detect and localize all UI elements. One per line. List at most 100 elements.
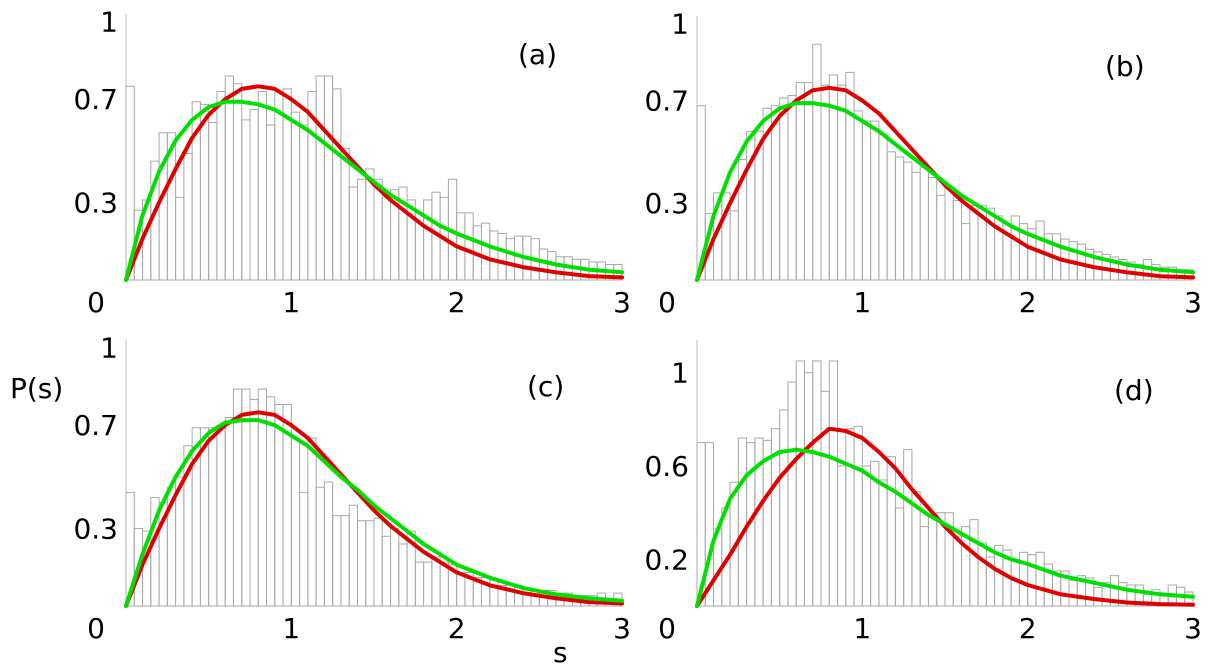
histogram-bar	[356, 178, 367, 281]
x-tick-label: 2	[448, 286, 466, 319]
histogram-bar	[323, 75, 334, 281]
histogram-bar	[340, 147, 350, 281]
histogram-bar	[853, 110, 863, 281]
histogram-bar	[266, 124, 276, 281]
histogram-bar	[299, 491, 309, 607]
histogram-bar	[290, 111, 301, 281]
histogram-bar	[803, 372, 814, 607]
y-tick-label: 1	[100, 332, 118, 365]
histogram-bar	[505, 238, 516, 281]
panel-b: 0.3 0.7 1 0 1 2 3 (b)	[644, 8, 1201, 319]
histogram-bar	[274, 90, 284, 281]
histogram-bar	[837, 84, 847, 281]
histogram-bar	[837, 465, 847, 607]
histogram-bar	[423, 561, 433, 607]
x-tick-label: 3	[613, 612, 631, 645]
histogram-bar	[274, 404, 284, 607]
histogram-bar	[911, 171, 921, 281]
y-tick-label: 0.3	[644, 187, 689, 220]
x-tick-label: 0	[87, 612, 105, 645]
histogram-bar	[861, 120, 872, 281]
histogram-bar	[199, 103, 210, 281]
x-tick-label: 0	[658, 286, 676, 319]
histogram-bar	[952, 200, 963, 281]
histogram-bar	[944, 187, 954, 281]
histogram-bar	[340, 515, 350, 607]
histogram-bar	[373, 178, 383, 281]
histogram-bar	[307, 437, 317, 607]
y-tick-label: 0.7	[644, 85, 689, 118]
y-tick-label: 0.7	[73, 83, 118, 116]
histogram-bar	[779, 409, 789, 607]
histogram-bar	[199, 427, 210, 607]
histogram-bar	[290, 437, 301, 607]
x-tick-label: 1	[282, 612, 300, 645]
y-tick-label: 0.3	[73, 513, 118, 546]
histogram-bar	[125, 85, 135, 281]
histogram-bar	[241, 119, 251, 281]
histogram-bar	[936, 194, 946, 281]
histogram-bar	[820, 390, 830, 607]
panel-d: 0.2 0.6 1 0 1 2 3 (d)	[644, 340, 1202, 645]
histogram-bar	[257, 90, 268, 281]
histogram-bar	[299, 124, 309, 281]
x-tick-label: 1	[853, 286, 871, 319]
histogram-bar	[919, 166, 929, 281]
histogram-bar	[919, 526, 929, 607]
histogram-bar	[249, 109, 259, 281]
y-tick-label: 0.6	[644, 450, 689, 483]
histogram-bar	[878, 479, 888, 607]
histogram-bar	[497, 233, 507, 281]
histogram-bar	[969, 519, 979, 607]
histogram-bar	[1184, 269, 1194, 281]
histogram-bar	[480, 222, 491, 281]
histogram-bar	[795, 82, 805, 281]
histogram-bar	[952, 535, 963, 607]
histogram-bar	[820, 84, 830, 281]
histogram-bar	[803, 82, 814, 281]
histogram-bar	[1093, 586, 1103, 607]
panel-label: (b)	[1105, 50, 1145, 83]
y-tick-label: 1	[671, 357, 689, 390]
histogram-bar	[381, 535, 392, 607]
histogram-bar	[348, 186, 358, 281]
histogram-bar	[886, 456, 896, 607]
histogram-bar	[861, 465, 872, 607]
histogram-bar	[737, 437, 748, 607]
histogram-bar	[464, 212, 474, 281]
histogram-bar	[977, 542, 987, 607]
histogram-bar	[828, 360, 839, 607]
y-axis-label: P(s)	[10, 372, 63, 405]
histogram-bar	[315, 75, 325, 281]
x-axis-label: s	[553, 636, 568, 669]
histogram-bar	[249, 398, 259, 607]
x-tick-label: 3	[1184, 612, 1202, 645]
histogram-bar	[812, 360, 822, 607]
x-tick-label: 0	[658, 612, 676, 645]
histogram-bar	[208, 427, 218, 607]
histogram-bar	[762, 439, 772, 607]
histogram-bar	[224, 75, 234, 281]
histogram-bar	[729, 210, 739, 281]
histogram-bar	[456, 571, 466, 607]
green-curve	[695, 447, 1195, 608]
histogram-bar	[224, 416, 234, 607]
histogram-bar	[870, 120, 880, 281]
panel-label: (c)	[527, 370, 564, 403]
histogram-bar	[555, 256, 565, 281]
histogram-bar	[373, 517, 383, 607]
histogram-bar	[323, 481, 334, 607]
y-tick-label: 0.3	[73, 187, 118, 220]
y-tick-label: 1	[671, 8, 689, 41]
histogram-bar	[332, 515, 342, 607]
x-tick-label: 2	[1019, 612, 1037, 645]
histogram-bar	[903, 161, 913, 281]
histogram-bar	[356, 520, 367, 607]
x-tick-label: 3	[613, 286, 631, 319]
histogram-bar	[216, 424, 226, 607]
histogram-bar	[1068, 579, 1078, 607]
red-curve	[124, 410, 624, 608]
histogram-bar	[787, 381, 797, 607]
x-tick-label: 0	[87, 286, 105, 319]
